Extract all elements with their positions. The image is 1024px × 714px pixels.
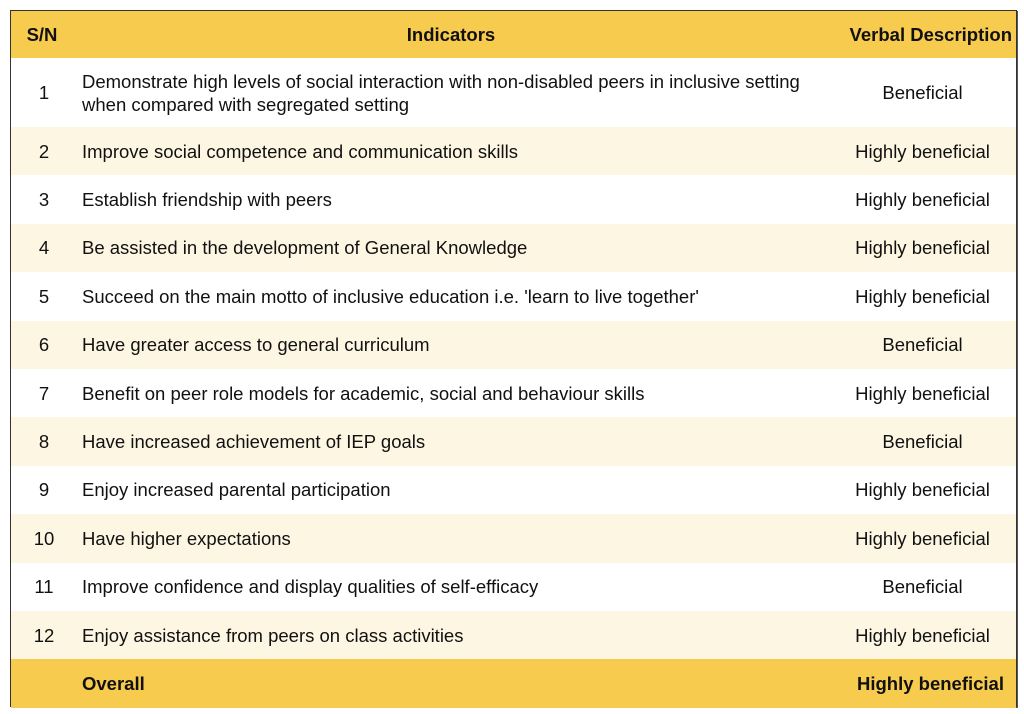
table-row: 7 Benefit on peer role models for academ… — [11, 368, 1016, 418]
cell-sn: 1 — [38, 82, 50, 103]
cell-indicator: Have higher expectations — [82, 527, 291, 549]
cell-sn: 7 — [38, 382, 50, 404]
table-row: 4 Be assisted in the development of Gene… — [11, 223, 1016, 273]
cell-sn: 9 — [38, 479, 50, 501]
header-verbal-description: Verbal Description — [849, 24, 1012, 45]
footer-overall-label: Overall — [82, 673, 145, 695]
cell-description: Beneficial — [882, 82, 963, 103]
footer-overall-description: Highly beneficial — [856, 673, 1004, 695]
table-row: 9 Enjoy increased parental participation… — [11, 465, 1016, 515]
cell-indicator: Have increased achievement of IEP goals — [82, 431, 426, 453]
table-row: 2 Improve social competence and communic… — [11, 127, 1016, 176]
header-indicators: Indicators — [406, 24, 496, 45]
cell-indicator: Benefit on peer role models for academic… — [82, 382, 645, 404]
cell-indicator: Have greater access to general curriculu… — [82, 334, 430, 356]
cell-indicator: Improve confidence and display qualities… — [82, 576, 539, 598]
cell-sn: 3 — [38, 189, 50, 211]
footer-sn — [11, 659, 73, 708]
cell-sn: 11 — [34, 576, 54, 598]
cell-sn: 12 — [33, 624, 55, 646]
cell-indicator: Enjoy assistance from peers on class act… — [82, 624, 464, 646]
table-footer-row: Overall Highly beneficial — [11, 659, 1016, 709]
table-row: 6 Have greater access to general curricu… — [11, 320, 1016, 369]
cell-description: Highly beneficial — [855, 237, 990, 259]
cell-sn: 5 — [38, 285, 50, 307]
cell-description: Highly beneficial — [855, 527, 990, 549]
cell-description: Highly beneficial — [855, 479, 990, 501]
indicators-table: S/N Indicators Verbal Description 1 Demo… — [11, 11, 1016, 709]
table-row: 8 Have increased achievement of IEP goal… — [11, 417, 1016, 466]
cell-description: Highly beneficial — [855, 189, 990, 211]
table-row: 12 Enjoy assistance from peers on class … — [11, 610, 1016, 660]
cell-description: Highly beneficial — [855, 382, 990, 404]
cell-indicator: Improve social competence and communicat… — [82, 140, 518, 162]
cell-sn: 10 — [33, 527, 55, 549]
cell-indicator: Demonstrate high levels of social intera… — [82, 70, 800, 115]
table-header-row: S/N Indicators Verbal Description — [11, 11, 1016, 58]
cell-indicator: Enjoy increased parental participation — [82, 479, 391, 501]
indicators-table-container: S/N Indicators Verbal Description 1 Demo… — [10, 10, 1017, 709]
table-row: 11 Improve confidence and display qualit… — [11, 562, 1016, 611]
cell-indicator: Establish friendship with peers — [82, 189, 332, 211]
cell-description: Beneficial — [882, 334, 963, 356]
cell-indicator: Be assisted in the development of Genera… — [82, 237, 528, 259]
cell-description: Highly beneficial — [855, 140, 990, 162]
cell-sn: 4 — [38, 237, 50, 259]
cell-description: Highly beneficial — [855, 624, 990, 646]
cell-description: Beneficial — [882, 576, 963, 598]
header-sn: S/N — [26, 24, 58, 45]
table-row: 10 Have higher expectations Highly benef… — [11, 514, 1016, 563]
cell-sn: 8 — [38, 431, 50, 453]
cell-sn: 6 — [38, 334, 50, 356]
cell-description: Beneficial — [882, 431, 963, 453]
table-row: 1 Demonstrate high levels of social inte… — [11, 58, 1016, 127]
cell-description: Highly beneficial — [855, 285, 990, 307]
table-row: 5 Succeed on the main motto of inclusive… — [11, 272, 1016, 321]
table-row: 3 Establish friendship with peers Highly… — [11, 175, 1016, 224]
cell-indicator: Succeed on the main motto of inclusive e… — [82, 285, 699, 307]
cell-sn: 2 — [38, 140, 50, 162]
